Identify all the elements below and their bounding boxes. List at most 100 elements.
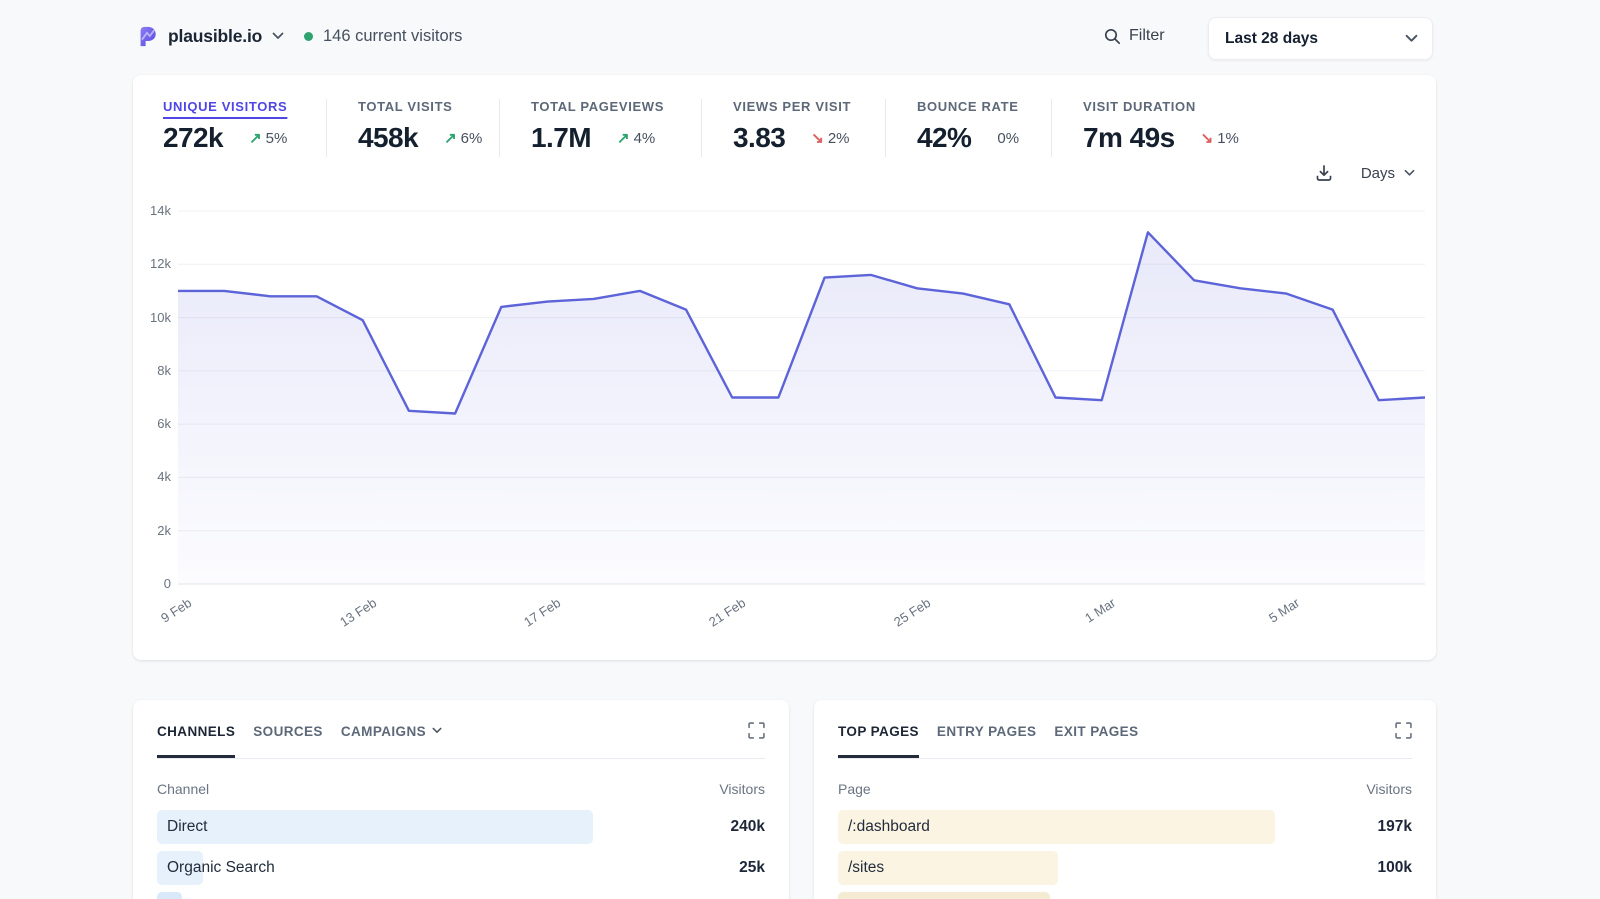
- stat-divider: [326, 99, 327, 157]
- tab-campaigns[interactable]: CAMPAIGNS: [341, 721, 442, 758]
- channels-panel: CHANNELS SOURCES CAMPAIGNS Channel Visitors D…: [133, 700, 789, 899]
- y-axis-tick-label: 0: [163, 576, 171, 591]
- table-row-partial[interactable]: [157, 892, 765, 899]
- date-range-value: Last 28 days: [1225, 29, 1319, 47]
- tab-top-pages[interactable]: TOP PAGES: [838, 721, 919, 758]
- tab-label: CHANNELS: [157, 724, 236, 739]
- tab-entry-pages[interactable]: ENTRY PAGES: [937, 721, 1036, 758]
- column-header-visitors: Visitors: [719, 781, 765, 797]
- y-axis-tick-label: 2k: [157, 522, 171, 538]
- row-bar: [157, 892, 182, 899]
- search-icon: [1104, 28, 1121, 45]
- x-axis-tick-label: 17 Feb: [521, 595, 564, 630]
- stat-change-value: 6%: [460, 129, 483, 147]
- stat-change: ↗ 5%: [249, 130, 287, 147]
- tab-exit-pages[interactable]: EXIT PAGES: [1054, 721, 1138, 758]
- visitors-area: [178, 232, 1425, 585]
- stat-label: TOTAL PAGEVIEWS: [531, 99, 665, 114]
- tab-label: TOP PAGES: [838, 724, 919, 739]
- filter-button[interactable]: Filter: [1104, 27, 1165, 45]
- stat-change: 0%: [997, 130, 1019, 147]
- x-axis-tick-label: 13 Feb: [336, 595, 379, 630]
- tab-label: ENTRY PAGES: [936, 724, 1037, 739]
- row-label: Organic Search: [167, 859, 275, 876]
- stat-divider: [701, 99, 702, 157]
- column-header-name: Page: [838, 781, 871, 797]
- stat-change: ↗ 4%: [617, 130, 655, 147]
- tab-label: EXIT PAGES: [1054, 724, 1139, 739]
- stat-change: ↘ 1%: [1201, 130, 1239, 147]
- row-bar: [157, 851, 204, 885]
- chevron-down-icon: [272, 32, 284, 40]
- stat-divider: [1051, 99, 1052, 157]
- stat-value: 3.83: [733, 122, 786, 153]
- download-icon[interactable]: [1314, 163, 1334, 183]
- row-value: 100k: [1377, 859, 1412, 876]
- arrow-up-right-icon: ↗: [617, 129, 630, 147]
- row-label: Direct: [167, 818, 208, 835]
- x-axis-tick-label: 21 Feb: [706, 595, 749, 630]
- site-switcher[interactable]: plausible.io: [136, 25, 284, 47]
- visitors-chart[interactable]: 14k 12k 10k 8k 6k 4k 2k 0 9 Feb 13 Feb 17 Feb 21 F…: [133, 203, 1436, 653]
- row-bar: [157, 810, 593, 844]
- current-visitors-label: 146 current visitors: [323, 27, 463, 45]
- table-row[interactable]: /sites 100k: [838, 851, 1412, 885]
- row-bar: [838, 892, 1051, 899]
- tab-bar: TOP PAGES ENTRY PAGES EXIT PAGES: [838, 721, 1412, 759]
- stat-change-value: 4%: [633, 129, 656, 147]
- stat-value: 1.7M: [531, 122, 592, 153]
- stat-label: UNIQUE VISITORS: [163, 99, 288, 114]
- stat-label: VISIT DURATION: [1083, 99, 1196, 114]
- stat-views-per-visit[interactable]: VIEWS PER VISIT 3.83 ↘ 2%: [733, 99, 885, 157]
- table-row-partial[interactable]: [838, 892, 1412, 899]
- table-row[interactable]: /:dashboard 197k: [838, 810, 1412, 844]
- tab-channels[interactable]: CHANNELS: [157, 721, 236, 758]
- stat-change: ↘ 2%: [811, 130, 849, 147]
- stats-row: UNIQUE VISITORS 272k ↗ 5% TOTAL VISITS 458k ↗ 6…: [163, 99, 1283, 157]
- stat-number: 1.7M ↗ 4%: [531, 124, 701, 152]
- top-bar: plausible.io 146 current visitors Filter…: [0, 0, 1600, 75]
- interval-select[interactable]: Days: [1361, 165, 1415, 182]
- chart-plot-area[interactable]: [176, 203, 1427, 591]
- stat-change: ↗ 6%: [444, 130, 482, 147]
- stat-bounce-rate[interactable]: BOUNCE RATE 42% 0%: [917, 99, 1051, 157]
- stat-value: 42%: [917, 122, 972, 153]
- row-label: /:dashboard: [848, 818, 930, 835]
- x-axis-tick-label: 9 Feb: [158, 595, 195, 626]
- stat-label: VIEWS PER VISIT: [733, 99, 852, 114]
- stat-label: BOUNCE RATE: [917, 99, 1019, 114]
- column-headers: Page Visitors: [838, 781, 1412, 797]
- table-rows: /:dashboard 197k/sites 100k: [838, 810, 1412, 899]
- x-axis-tick-label: 25 Feb: [891, 595, 934, 630]
- stat-number: 42% 0%: [917, 124, 1051, 152]
- expand-icon[interactable]: [748, 722, 765, 739]
- stat-visit-duration[interactable]: VISIT DURATION 7m 49s ↘ 1%: [1083, 99, 1283, 157]
- pages-panel: TOP PAGES ENTRY PAGES EXIT PAGES Page Visito…: [814, 700, 1436, 899]
- live-dot-icon: [304, 32, 313, 41]
- table-row[interactable]: Organic Search 25k: [157, 851, 765, 885]
- y-axis-tick-label: 10k: [150, 309, 171, 325]
- stat-number: 458k ↗ 6%: [358, 124, 499, 152]
- tab-label: SOURCES: [253, 724, 323, 739]
- y-axis-tick-label: 12k: [150, 256, 171, 272]
- stat-total-visits[interactable]: TOTAL VISITS 458k ↗ 6%: [358, 99, 499, 157]
- table-row[interactable]: Direct 240k: [157, 810, 765, 844]
- arrow-down-right-icon: ↘: [1200, 129, 1214, 147]
- chart-toolbar: Days: [1314, 163, 1415, 183]
- tab-sources[interactable]: SOURCES: [253, 721, 323, 758]
- date-range-select[interactable]: Last 28 days: [1208, 17, 1433, 60]
- stat-unique-visitors[interactable]: UNIQUE VISITORS 272k ↗ 5%: [163, 99, 326, 157]
- expand-icon[interactable]: [1395, 722, 1412, 739]
- column-header-name: Channel: [157, 781, 210, 797]
- analytics-card: UNIQUE VISITORS 272k ↗ 5% TOTAL VISITS 458k ↗ 6…: [133, 75, 1436, 660]
- stat-change-value: 5%: [265, 129, 288, 147]
- y-axis-tick-label: 8k: [157, 362, 171, 378]
- column-headers: Channel Visitors: [157, 781, 765, 797]
- stat-change-value: 0%: [997, 129, 1020, 147]
- stat-value: 458k: [358, 122, 419, 153]
- row-value: 240k: [730, 818, 765, 835]
- stat-total-pageviews[interactable]: TOTAL PAGEVIEWS 1.7M ↗ 4%: [531, 99, 701, 157]
- site-name: plausible.io: [168, 25, 263, 46]
- current-visitors[interactable]: 146 current visitors: [304, 27, 462, 46]
- chevron-down-icon: [432, 727, 442, 734]
